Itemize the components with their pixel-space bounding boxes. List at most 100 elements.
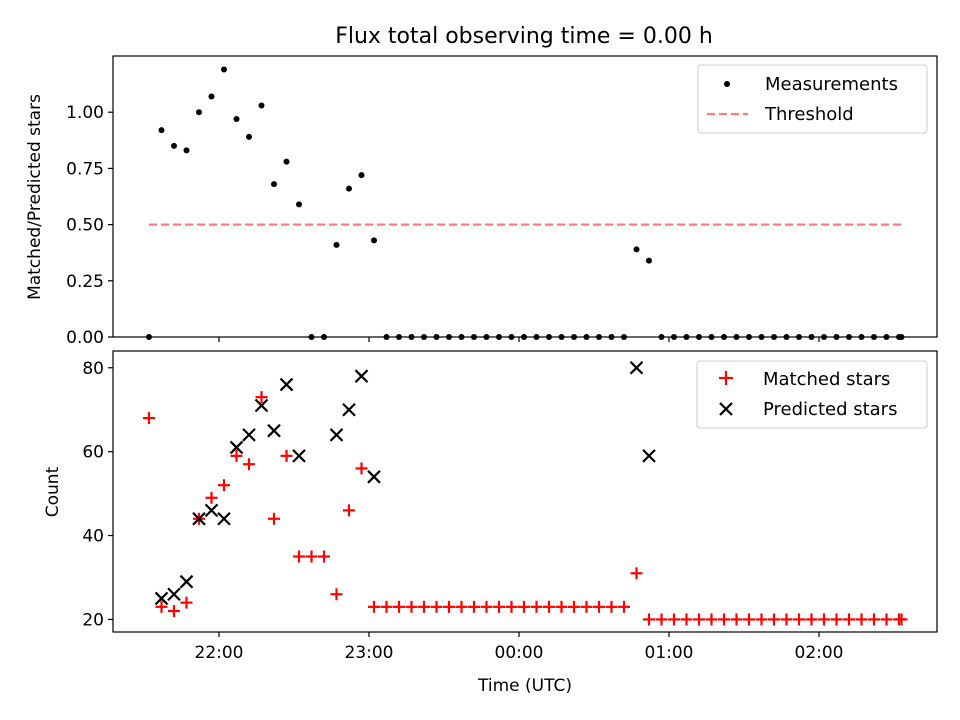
measurements-point [158, 127, 165, 134]
matched-stars-point [718, 613, 730, 626]
predicted-stars-point [217, 511, 231, 526]
ratio-x-ticks [218, 337, 820, 342]
count-legend: Matched stars Predicted stars [696, 360, 928, 429]
ratio-y-tick-label: 0.50 [66, 216, 104, 236]
matched-stars-point [468, 600, 480, 613]
predicted-stars-point [167, 587, 181, 602]
matched-stars-point [343, 504, 355, 517]
matched-stars-point [505, 600, 518, 613]
ratio-y-tick-label: 0.25 [66, 272, 104, 292]
predicted-stars-point [204, 503, 219, 518]
matched-stars-point [293, 550, 305, 563]
matched-stars-point [805, 613, 818, 626]
matched-stars-point [218, 479, 230, 492]
matched-stars-point [705, 613, 718, 626]
matched-stars-legend-label: Matched stars [763, 369, 890, 390]
matched-stars-point [268, 512, 280, 525]
predicted-stars-point [354, 369, 369, 383]
matched-stars-point [580, 600, 593, 613]
count-legend-box [696, 360, 928, 429]
matched-stars-point [605, 600, 618, 613]
matched-stars-point [818, 613, 830, 626]
ratio-y-tick-label: 0.00 [66, 328, 104, 348]
ratio-y-ticks: 0.00 0.25 0.50 0.75 1.00 [66, 103, 113, 348]
predicted-stars-point [629, 360, 644, 375]
predicted-stars-point [329, 428, 344, 442]
count-x-ticks: 22:00 23:00 00:00 01:00 02:00 [195, 632, 844, 663]
predicted-stars-point [179, 574, 194, 589]
measurements-point [258, 102, 265, 109]
ratio-legend: Measurements Threshold [697, 64, 928, 134]
count-y-ticks: 20 40 60 80 [82, 359, 113, 630]
ratio-y-axis-label: Matched/Predicted stars [25, 94, 45, 300]
matched-stars-point [143, 412, 155, 425]
ratio-y-tick-label: 1.00 [66, 103, 104, 123]
matched-stars-legend-marker [719, 371, 733, 385]
matched-stars-point [543, 600, 555, 613]
matched-stars-point [455, 600, 468, 613]
matched-stars-point [730, 613, 743, 626]
matched-stars-point [555, 600, 568, 613]
matched-stars-point [530, 600, 543, 613]
measurements-point [196, 109, 202, 116]
matched-stars-point [368, 600, 380, 613]
count-x-tick-label: 00:00 [495, 643, 544, 663]
predicted-stars-legend-marker [719, 402, 733, 416]
measurements-point [646, 257, 652, 264]
matched-stars-point [205, 491, 218, 504]
matched-stars-point [643, 613, 655, 626]
matched-stars-point [230, 449, 243, 462]
measurements-point [233, 115, 240, 122]
predicted-stars-point [254, 398, 269, 413]
measurements-point [358, 172, 365, 179]
count-y-tick-label: 20 [82, 610, 104, 630]
matched-stars-point [655, 613, 668, 626]
matched-stars-point [693, 613, 705, 626]
measurements-legend-label: Measurements [765, 74, 898, 95]
measurements-point [296, 201, 302, 208]
chart-title: Flux total observing time = 0.00 h [335, 24, 713, 49]
count-y-tick-label: 40 [82, 527, 104, 547]
measurements-point [346, 185, 352, 192]
measurements-point [221, 66, 227, 73]
predicted-stars-point [279, 377, 294, 392]
count-x-tick-label: 02:00 [795, 643, 844, 663]
matched-stars-point [493, 600, 505, 613]
matched-stars-point [680, 613, 693, 626]
matched-stars-point [393, 600, 405, 613]
predicted-stars-point [642, 449, 656, 463]
matched-stars-point [780, 613, 793, 626]
count-y-axis-label: Count [43, 466, 63, 517]
matched-stars-point [880, 613, 893, 626]
measurements-point [271, 181, 277, 188]
matched-stars-point [380, 600, 393, 613]
matched-stars-point [630, 567, 643, 580]
matched-stars-point [668, 613, 680, 626]
measurements-point [371, 237, 377, 244]
measurements-point [333, 241, 340, 248]
matched-stars-point [155, 600, 168, 613]
predicted-stars-legend-label: Predicted stars [763, 399, 897, 420]
matched-stars-point [793, 613, 805, 626]
matched-stars-point [255, 391, 268, 404]
matched-stars-point [480, 600, 493, 613]
matched-stars-point [405, 600, 418, 613]
predicted-stars-point [192, 511, 206, 526]
count-x-tick-label: 01:00 [645, 643, 694, 663]
matched-stars-point [768, 613, 780, 626]
matched-stars-point [743, 613, 755, 626]
predicted-stars-point [154, 591, 169, 606]
count-y-tick-label: 80 [82, 359, 104, 379]
matched-stars-point [755, 613, 768, 626]
matched-stars-point [430, 600, 443, 613]
matched-stars-point [830, 613, 843, 626]
matched-stars-point [868, 613, 880, 626]
matched-stars-point [318, 550, 330, 563]
measurements-point [171, 142, 177, 149]
count-x-tick-label: 23:00 [345, 643, 394, 663]
matched-stars-point [355, 462, 368, 475]
matched-stars-point [243, 458, 255, 471]
predicted-stars-point [229, 440, 244, 455]
matched-stars-point [618, 600, 630, 613]
count-plot-frame [112, 350, 938, 633]
